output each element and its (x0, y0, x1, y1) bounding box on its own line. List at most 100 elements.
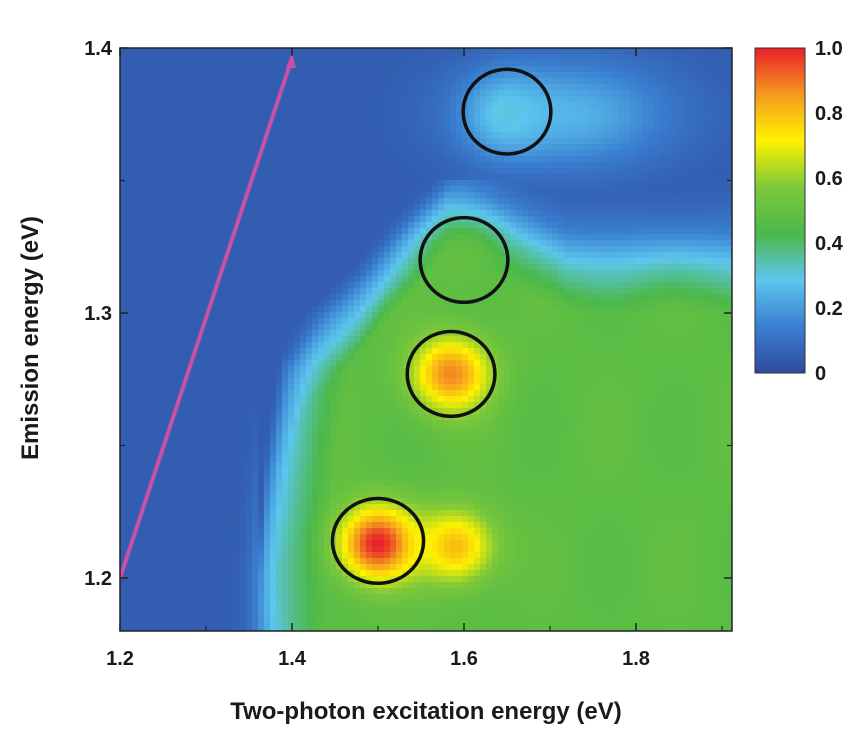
heatmap-cell (390, 156, 397, 163)
heatmap-cell (582, 48, 589, 55)
heatmap-cell (312, 72, 319, 79)
heatmap-cell (402, 252, 409, 259)
heatmap-cell (276, 228, 283, 235)
heatmap-cell (726, 306, 732, 313)
heatmap-cell (126, 108, 133, 115)
heatmap-cell (678, 312, 685, 319)
heatmap-cell (138, 246, 145, 253)
heatmap-cell (222, 66, 229, 73)
heatmap-cell (306, 330, 313, 337)
heatmap-cell (624, 228, 631, 235)
heatmap-cell (300, 162, 307, 169)
heatmap-cell (690, 174, 697, 181)
heatmap-cell (348, 198, 355, 205)
heatmap-cell (318, 84, 325, 91)
heatmap-cell (186, 96, 193, 103)
heatmap-cell (618, 300, 625, 307)
heatmap-cell (198, 198, 205, 205)
heatmap-cell (306, 102, 313, 109)
heatmap-cell (450, 66, 457, 73)
heatmap-cell (522, 156, 529, 163)
heatmap-cell (480, 174, 487, 181)
heatmap-cell (630, 312, 637, 319)
heatmap-cell (126, 324, 133, 331)
heatmap-cell (234, 300, 241, 307)
heatmap-cell (318, 246, 325, 253)
heatmap-cell (234, 324, 241, 331)
heatmap-cell (258, 96, 265, 103)
heatmap-cell (402, 102, 409, 109)
heatmap-cell (480, 126, 487, 133)
heatmap-cell (678, 276, 685, 283)
heatmap-cell (180, 336, 187, 343)
heatmap-cell (510, 288, 517, 295)
heatmap-cell (726, 48, 732, 55)
heatmap-cell (516, 318, 523, 325)
heatmap-cell (534, 156, 541, 163)
heatmap-cell (288, 78, 295, 85)
heatmap-cell (378, 102, 385, 109)
heatmap-cell (546, 66, 553, 73)
heatmap-cell (384, 102, 391, 109)
heatmap-cell (648, 276, 655, 283)
heatmap-cell (654, 318, 661, 325)
heatmap-cell (624, 294, 631, 301)
heatmap-cell (456, 234, 463, 241)
heatmap-cell (672, 294, 679, 301)
heatmap-cell (300, 210, 307, 217)
heatmap-cell (492, 216, 499, 223)
heatmap-cell (570, 252, 577, 259)
heatmap-cell (492, 198, 499, 205)
heatmap-cell (726, 204, 732, 211)
heatmap-cell (642, 150, 649, 157)
heatmap-cell (156, 312, 163, 319)
heatmap-cell (318, 168, 325, 175)
heatmap-cell (342, 312, 349, 319)
heatmap-cell (162, 54, 169, 61)
heatmap-cell (696, 222, 703, 229)
heatmap-cell (234, 234, 241, 241)
heatmap-cell (570, 48, 577, 55)
heatmap-cell (648, 258, 655, 265)
heatmap-cell (396, 312, 403, 319)
heatmap-cell (564, 318, 571, 325)
heatmap-cell (222, 330, 229, 337)
heatmap-cell (432, 240, 439, 247)
heatmap-cell (240, 108, 247, 115)
heatmap-cell (696, 198, 703, 205)
heatmap-cell (726, 324, 732, 331)
heatmap-cell (348, 132, 355, 139)
heatmap-cell (372, 162, 379, 169)
heatmap-cell (486, 282, 493, 289)
heatmap-cell (300, 90, 307, 97)
heatmap-cell (558, 78, 565, 85)
heatmap-cell (192, 102, 199, 109)
heatmap-cell (288, 252, 295, 259)
heatmap-cell (456, 138, 463, 145)
heatmap-cell (306, 264, 313, 271)
heatmap-cell (678, 216, 685, 223)
heatmap-cell (462, 246, 469, 253)
heatmap-cell (528, 120, 535, 127)
heatmap-cell (258, 132, 265, 139)
heatmap-cell (522, 150, 529, 157)
heatmap-cell (180, 282, 187, 289)
heatmap-cell (606, 78, 613, 85)
heatmap-cell (120, 312, 127, 319)
heatmap-cell (216, 174, 223, 181)
heatmap-cell (708, 144, 715, 151)
heatmap-cell (330, 156, 337, 163)
heatmap-cell (276, 156, 283, 163)
heatmap-cell (156, 246, 163, 253)
heatmap-cell (174, 264, 181, 271)
heatmap-cell (396, 234, 403, 241)
heatmap-cell (318, 300, 325, 307)
heatmap-cell (660, 246, 667, 253)
heatmap-cell (666, 84, 673, 91)
heatmap-cell (558, 102, 565, 109)
heatmap-cell (510, 192, 517, 199)
heatmap-cell (624, 330, 631, 337)
heatmap-cell (504, 318, 511, 325)
heatmap-cell (624, 138, 631, 145)
heatmap-cell (390, 84, 397, 91)
